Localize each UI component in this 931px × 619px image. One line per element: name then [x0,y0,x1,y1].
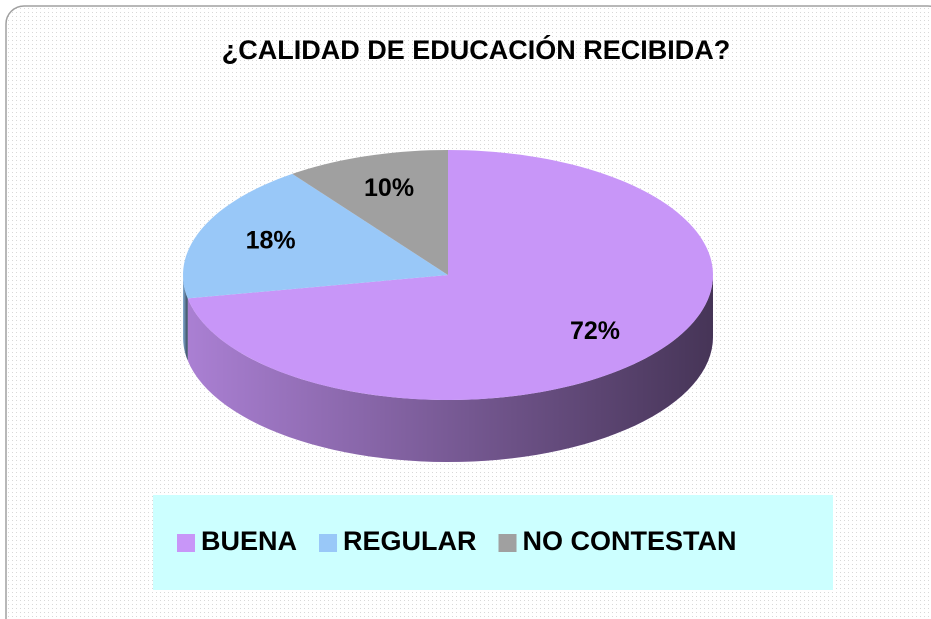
legend-swatch [319,534,338,552]
pie-side-shade [187,275,713,462]
pie-side-shade [183,275,188,361]
pie-slice [292,150,448,275]
pie-slice [187,150,713,400]
data-label: 72% [570,317,620,345]
legend-label: REGULAR [343,526,477,556]
chart-title: ¿CALIDAD DE EDUCACIÓN RECIBIDA? [222,34,731,65]
pie-slice [183,173,449,299]
legend-swatch [498,534,517,552]
data-label: 10% [364,174,414,202]
legend-label: BUENA [201,526,297,556]
legend-swatch [177,534,195,552]
legend-label: NO CONTESTAN [523,526,737,556]
data-label: 18% [246,226,296,254]
legend-box [153,495,833,590]
